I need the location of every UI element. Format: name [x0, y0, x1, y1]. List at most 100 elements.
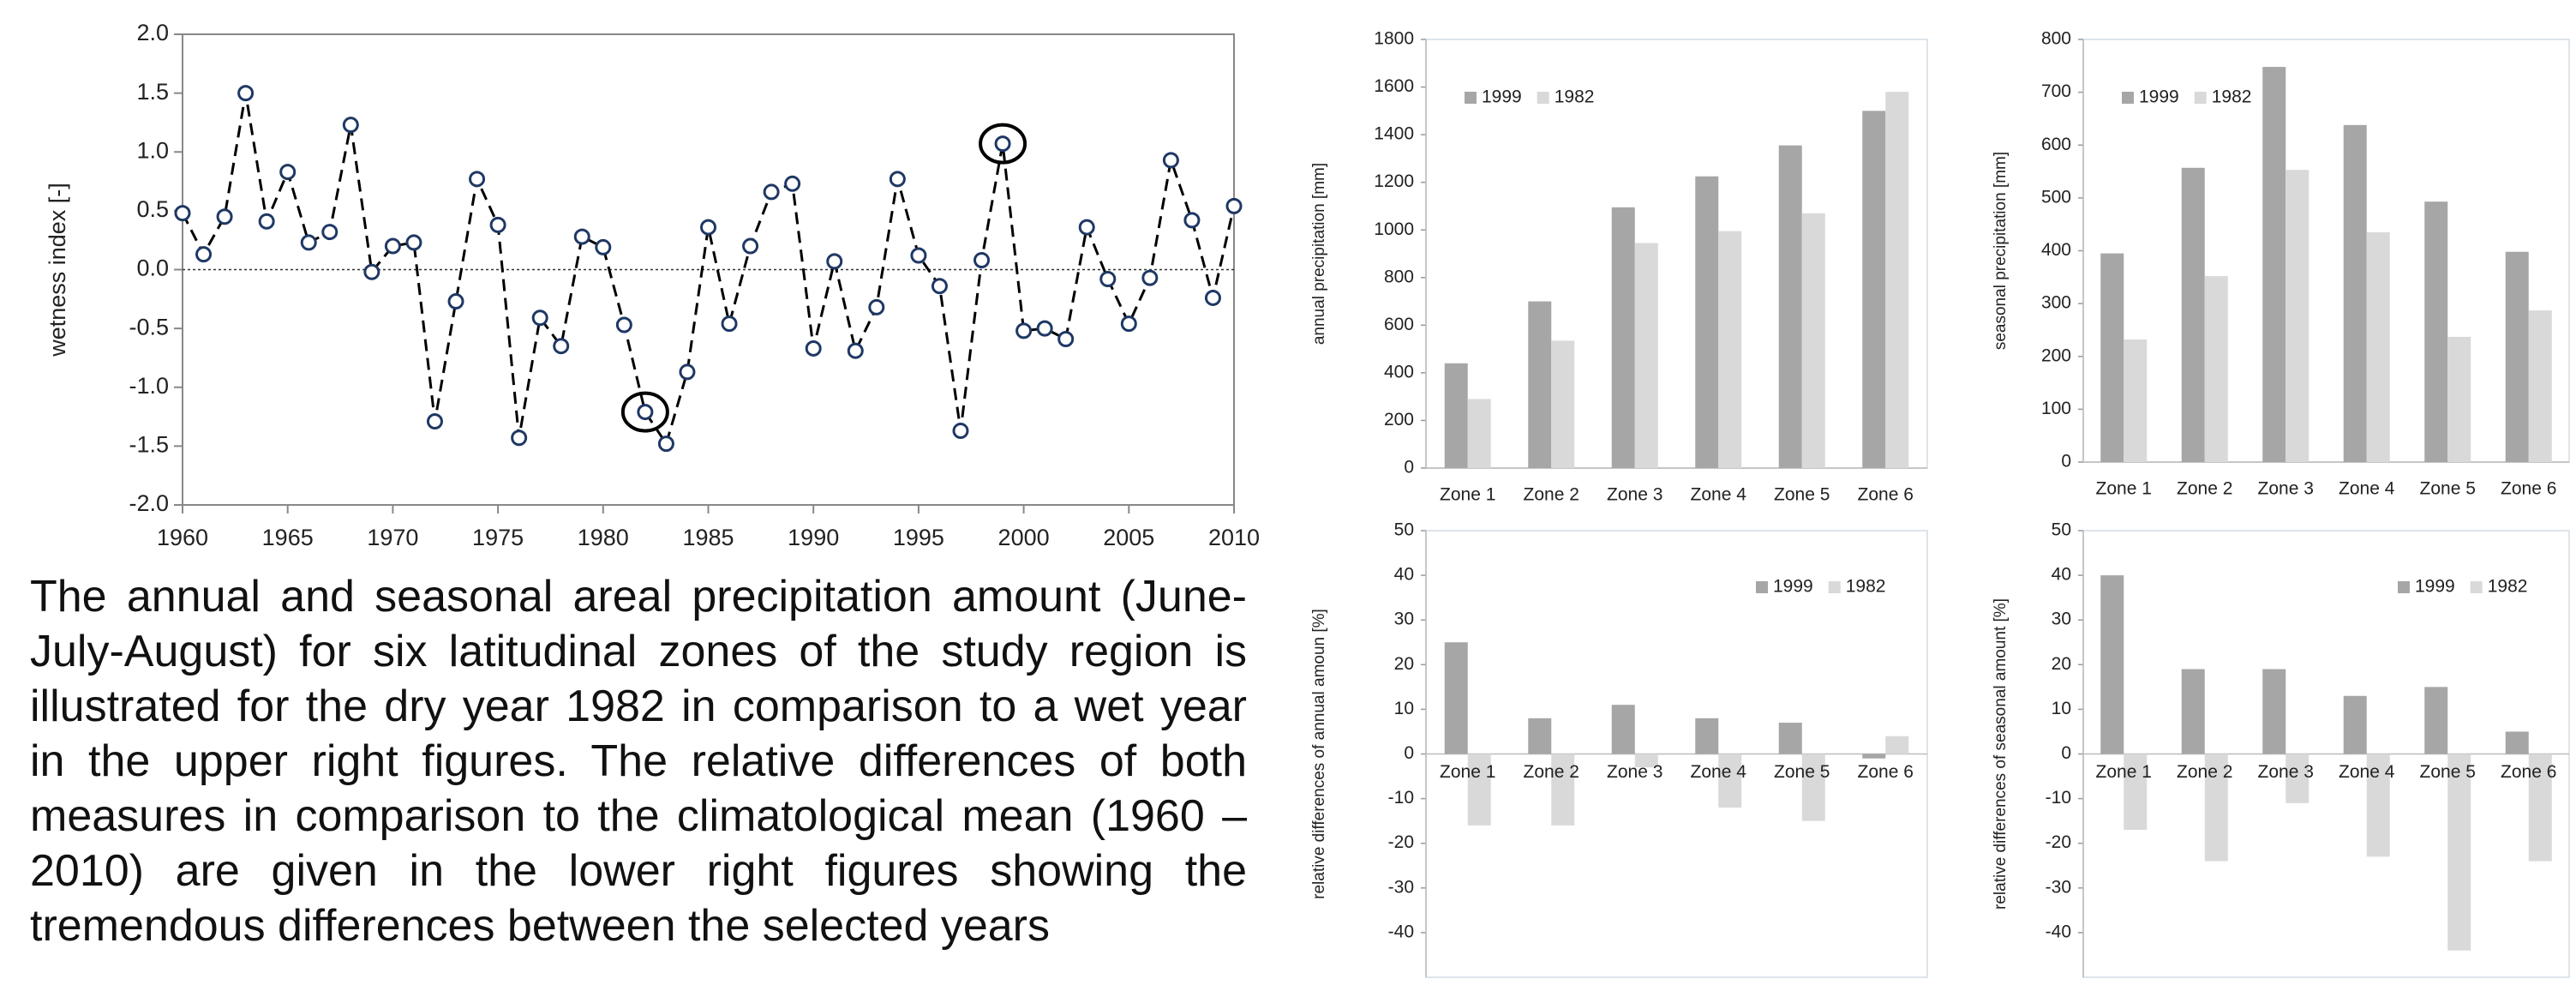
y-tick-label: 1.0	[136, 137, 169, 163]
point	[342, 117, 359, 134]
bar	[2343, 695, 2367, 754]
point	[1120, 315, 1137, 333]
point	[595, 238, 612, 255]
x-tick-label: Zone 2	[2177, 762, 2232, 782]
bar	[2505, 251, 2529, 462]
point	[363, 263, 380, 280]
bar	[1862, 754, 1886, 759]
bar	[1634, 243, 1658, 468]
x-tick-label: 1980	[578, 525, 629, 550]
point	[216, 208, 233, 225]
y-tick-label: 0	[1404, 743, 1414, 763]
point	[615, 316, 632, 333]
legend-label: 1999	[1773, 577, 1813, 597]
legend-swatch	[1465, 92, 1477, 104]
y-tick-label: -30	[1388, 877, 1414, 897]
bar	[1695, 176, 1719, 468]
legend-swatch	[2194, 92, 2207, 104]
bar	[1885, 736, 1909, 754]
bar	[1885, 92, 1909, 468]
legend-label: 1982	[1846, 577, 1886, 597]
x-tick-label: Zone 3	[2258, 479, 2314, 499]
y-tick-label: -30	[2046, 877, 2071, 897]
legend-label: 1999	[2139, 87, 2179, 107]
point	[1183, 212, 1201, 229]
x-tick-label: Zone 1	[1440, 485, 1495, 505]
x-tick-label: Zone 6	[2501, 479, 2556, 499]
point	[1078, 219, 1095, 236]
point	[742, 237, 759, 255]
x-tick-label: Zone 5	[2420, 479, 2476, 499]
description: The annual and seasonal areal precipitat…	[30, 572, 1247, 951]
x-tick-label: 1965	[262, 525, 314, 550]
bar	[2366, 231, 2390, 462]
y-axis-label: relative differences of annual amoun [%]	[1310, 609, 1328, 899]
y-tick-label: -1.5	[129, 432, 169, 458]
bar	[1551, 340, 1575, 468]
legend-swatch	[2398, 581, 2410, 593]
point	[1162, 152, 1179, 169]
y-tick-label: 0	[1404, 458, 1414, 477]
legend-label: 1999	[2415, 577, 2455, 597]
y-tick-label: 1000	[1374, 219, 1414, 239]
y-axis-label: relative differences of seasonal amount …	[1992, 598, 2010, 910]
x-tick-label: Zone 4	[2339, 762, 2395, 782]
x-tick-label: Zone 1	[1440, 762, 1495, 782]
y-axis-label: annual precipitation [mm]	[1310, 163, 1328, 345]
y-tick-label: 300	[2041, 293, 2071, 313]
x-tick-label: 1975	[472, 525, 524, 550]
bar	[1695, 718, 1719, 754]
point	[1057, 330, 1075, 347]
x-tick-label: Zone 1	[2096, 762, 2152, 782]
bar	[2505, 731, 2529, 754]
bar	[1467, 754, 1491, 826]
y-tick-label: -40	[2046, 922, 2071, 941]
point	[721, 315, 738, 333]
x-tick-label: Zone 6	[2501, 762, 2556, 782]
y-tick-label: 2.0	[136, 20, 169, 45]
legend-label: 1982	[2488, 577, 2528, 597]
y-tick-label: 20	[1394, 654, 1414, 674]
point	[195, 246, 213, 263]
bar	[2181, 167, 2205, 462]
legend-label: 1982	[2212, 87, 2252, 107]
bar	[2424, 687, 2448, 754]
point	[868, 298, 885, 315]
y-tick-label: 700	[2041, 81, 2071, 101]
point	[1225, 197, 1243, 214]
y-tick-label: 1.5	[136, 79, 169, 105]
point	[469, 171, 486, 188]
x-tick-label: 1995	[893, 525, 944, 550]
point	[700, 219, 716, 236]
bar	[2100, 253, 2124, 462]
bar	[2124, 339, 2148, 462]
point	[1099, 270, 1117, 287]
bar	[1551, 754, 1575, 826]
y-tick-label: 0	[2061, 743, 2071, 763]
point	[657, 435, 674, 453]
y-tick-label: 400	[1384, 362, 1414, 381]
legend-swatch	[2122, 92, 2134, 104]
y-tick-label: 30	[1394, 610, 1414, 629]
y-tick-label: 200	[1384, 410, 1414, 429]
bar	[1444, 642, 1468, 754]
point	[237, 85, 255, 102]
bar	[2424, 201, 2448, 462]
x-tick-label: Zone 3	[1607, 485, 1662, 505]
x-tick-label: Zone 5	[1774, 762, 1830, 782]
legend-label: 1982	[1555, 87, 1595, 107]
x-tick-label: 1990	[788, 525, 839, 550]
bar	[2528, 754, 2552, 862]
y-axis-label: wetness index [-]	[45, 183, 70, 357]
y-tick-label: 40	[2052, 565, 2071, 585]
bar	[2124, 754, 2148, 831]
legend-swatch	[1756, 581, 1768, 593]
y-tick-label: -1.0	[129, 373, 169, 399]
y-tick-label: 200	[2041, 345, 2071, 365]
point	[910, 247, 927, 264]
bar	[2204, 276, 2228, 462]
bar	[1634, 754, 1658, 768]
point	[531, 309, 548, 327]
